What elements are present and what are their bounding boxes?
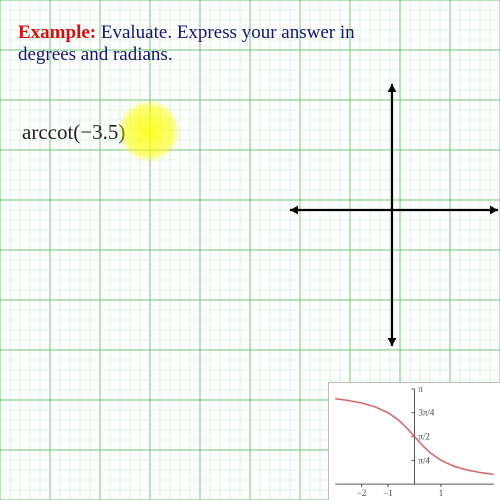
instruction-line2: degrees and radians. (18, 44, 173, 65)
svg-text:π/2: π/2 (418, 432, 429, 442)
instruction-line1: Evaluate. Express your answer in (96, 22, 355, 43)
svg-text:3π/4: 3π/4 (418, 408, 434, 418)
svg-text:π/4: π/4 (418, 455, 430, 465)
svg-text:−1: −1 (383, 488, 392, 498)
example-label: Example: (18, 22, 96, 43)
main-coordinate-axes (288, 80, 500, 350)
arccot-inset-chart: −2 −1 1 π/4 π/2 3π/4 π (328, 382, 500, 500)
problem-heading: Example: Evaluate. Express your answer i… (18, 22, 482, 66)
math-expression: arccot(−3.5) (22, 120, 125, 145)
svg-text:−2: −2 (357, 488, 366, 498)
svg-text:1: 1 (439, 488, 443, 498)
svg-text:π: π (418, 384, 423, 394)
